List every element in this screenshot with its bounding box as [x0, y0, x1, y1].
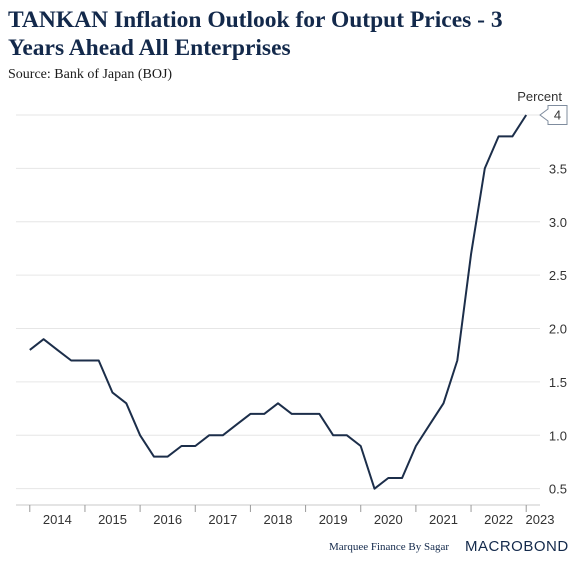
x-tick-label: 2014 [43, 512, 72, 527]
last-value-label: 4 [554, 108, 561, 123]
y-tick-label: 3.0 [549, 215, 567, 230]
x-tick-label: 2016 [153, 512, 182, 527]
y-tick-label: 2.5 [549, 268, 567, 283]
x-tick-label: 2019 [319, 512, 348, 527]
gridlines [16, 114, 540, 490]
y-axis-unit-label: Percent [517, 89, 562, 104]
y-tick-label: 1.5 [549, 375, 567, 390]
last-value-tag: 4 [539, 105, 568, 125]
x-tick-label: 2017 [208, 512, 237, 527]
x-tick-label: 2018 [264, 512, 293, 527]
x-tick-label: 2020 [374, 512, 403, 527]
y-tick-label: 3.5 [549, 161, 567, 176]
y-tick-label: 1.0 [549, 428, 567, 443]
footer-credit: Marquee Finance By Sagar [329, 541, 450, 553]
series-line [29, 114, 528, 490]
chart-title: TANKAN Inflation Outlook for Output Pric… [8, 7, 503, 61]
x-tick-label: 2022 [484, 512, 513, 527]
last-value-box [539, 105, 568, 125]
series-layer [29, 114, 528, 490]
x-tick-label: 2015 [98, 512, 127, 527]
x-tick-label: 2021 [429, 512, 458, 527]
y-axis: 0.5 1.0 1.5 2.0 2.5 3.0 3.5 [549, 161, 567, 496]
footer-brand-logo: MACROBOND [465, 538, 569, 555]
chart-source: Source: Bank of Japan (BOJ) [8, 67, 173, 82]
x-axis: 2014 2015 2016 2017 2018 2019 2020 2021 2022 2023 [16, 504, 555, 527]
y-tick-label: 2.0 [549, 322, 567, 337]
y-tick-label: 0.5 [549, 482, 567, 497]
x-tick-label: 2023 [526, 512, 555, 527]
